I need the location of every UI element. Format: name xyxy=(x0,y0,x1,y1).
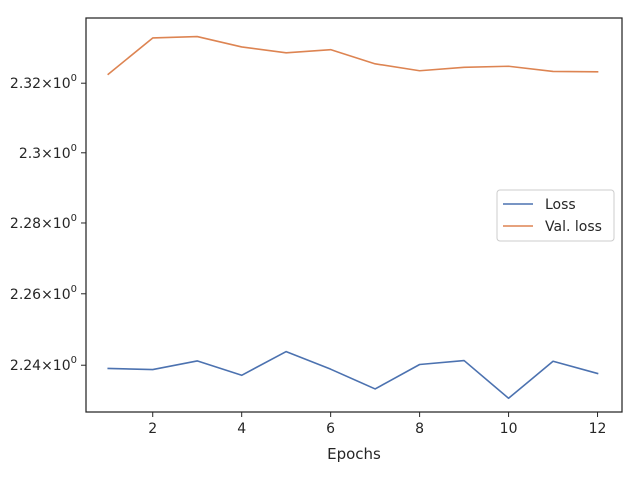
x-axis: 2 4 6 8 10 12 xyxy=(148,412,606,437)
series-line-loss xyxy=(107,350,599,400)
x-tick-label: 8 xyxy=(415,421,424,437)
x-tick-label: 10 xyxy=(500,421,518,437)
x-tick-label: 12 xyxy=(589,421,607,437)
y-tick-label: 2.26×100 xyxy=(10,284,77,303)
x-tick-label: 2 xyxy=(148,421,157,437)
legend: Loss Val. loss xyxy=(496,189,615,242)
legend-label: Val. loss xyxy=(545,219,602,235)
x-tick-label: 6 xyxy=(326,421,335,437)
plot-lines xyxy=(107,35,599,400)
y-tick-label: 2.3×100 xyxy=(19,143,77,162)
plot-area-frame xyxy=(85,17,623,413)
y-tick-label: 2.28×100 xyxy=(10,213,77,232)
series-line-val-loss xyxy=(107,35,599,76)
y-tick-label: 2.32×100 xyxy=(10,73,77,92)
x-tick-label: 4 xyxy=(237,421,246,437)
y-tick-label: 2.24×100 xyxy=(10,355,77,374)
y-axis: 2.24×100 2.26×100 2.28×100 2.3×100 2.32×100 xyxy=(10,73,86,374)
legend-label: Loss xyxy=(545,197,576,213)
x-axis-label: Epochs xyxy=(327,445,381,463)
legend-box xyxy=(496,189,615,242)
